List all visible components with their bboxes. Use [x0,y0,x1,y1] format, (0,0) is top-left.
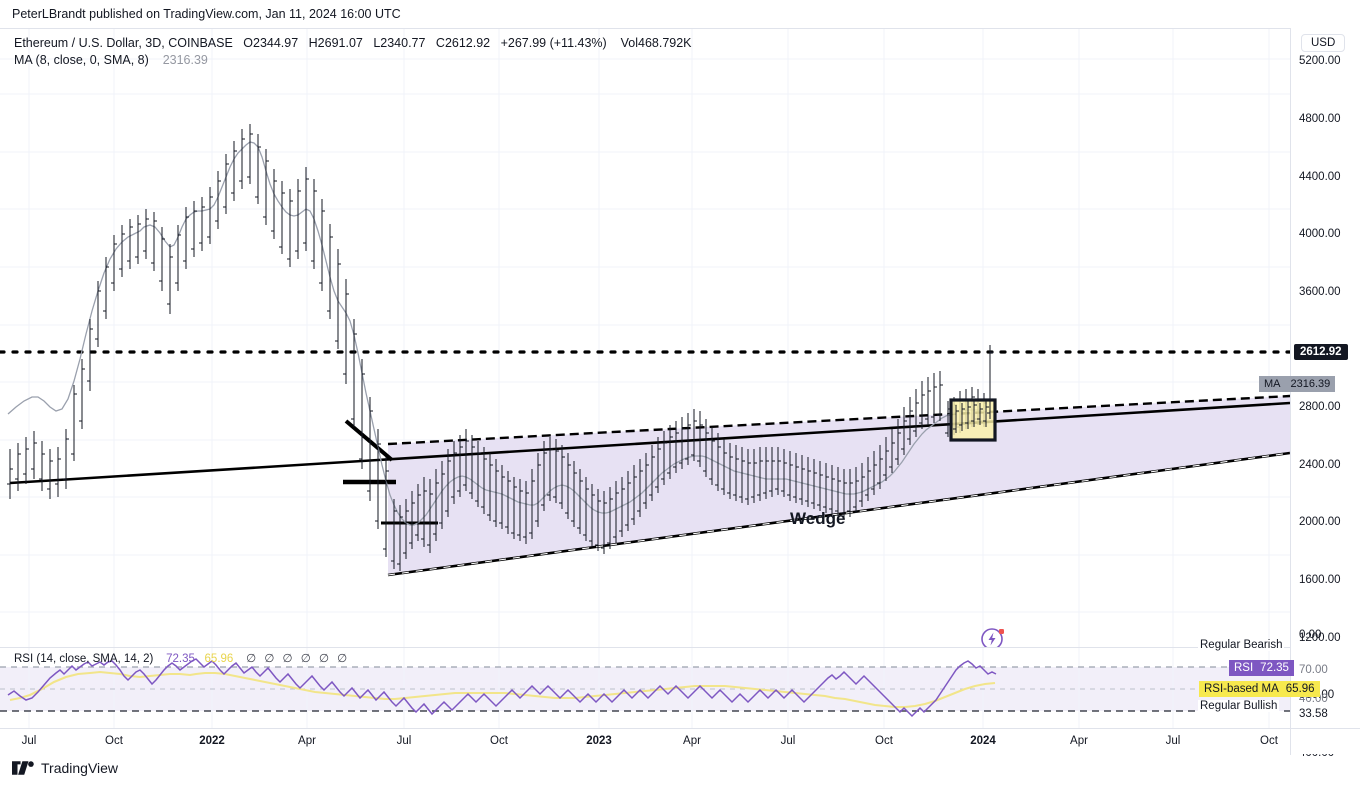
ma-badge-tag: MA [1264,378,1281,390]
rsi-ma-badge-label: RSI-based MA [1204,683,1279,695]
rsi-ma-badge-value: 65.96 [1285,683,1315,695]
vertical-gridlines [28,29,1270,647]
time-tick-9: Oct [875,735,893,747]
axis-tick-1200: 1200.00 [1299,632,1341,644]
time-axis[interactable]: Jul Oct 2022 Apr Jul Oct 2023 Apr Jul Oc… [0,728,1360,755]
rsi-ma-value-badge: RSI-based MA 65.96 [1199,681,1320,697]
rsi-value-badge: RSI 72.35 [1229,660,1294,676]
ma-price-badge: MA 2316.39 [1259,376,1336,392]
ma-badge-value: 2316.39 [1290,378,1331,390]
publisher-text: PeterLBrandt published on TradingView.co… [12,7,401,21]
axis-tick-2400: 2400.00 [1299,459,1341,471]
publisher-bar: PeterLBrandt published on TradingView.co… [0,0,1360,28]
lightning-bolt-icon[interactable] [980,625,1006,647]
rsi-badge-label: RSI [1234,662,1254,674]
price-pane[interactable]: Ethereum / U.S. Dollar, 3D, COINBASE O23… [0,29,1290,647]
price-plot [0,29,1290,647]
divergence-bullish-label: Regular Bullish [1198,700,1280,712]
rsi-ma-line [9,670,996,709]
time-tick-8: Jul [780,735,796,747]
axis-tick-2000: 2000.00 [1299,516,1341,528]
wedge-pattern [387,394,1290,577]
uptrend-line [9,401,1290,485]
time-tick-6: 2023 [586,735,612,747]
time-tick-7: Apr [683,735,701,747]
axis-tick-4800: 4800.00 [1299,113,1341,125]
wedge-annotation-label: Wedge [790,509,846,528]
wedge-upper-line [387,394,1290,446]
axis-tick-3600: 3600.00 [1299,286,1341,298]
time-tick-0: Jul [21,735,37,747]
tradingview-logo-icon [12,761,34,775]
descending-trendline [344,419,394,462]
rsi-plot [0,648,1290,730]
time-tick-5: Oct [490,735,508,747]
time-tick-11: Apr [1070,735,1088,747]
currency-chip[interactable]: USD [1301,34,1346,52]
rsi-badge-value: 72.35 [1260,662,1289,674]
divergence-bearish-label: Regular Bearish [1198,639,1285,651]
axis-tick-4400: 4400.00 [1299,171,1341,183]
axis-tick-5200: 5200.00 [1299,55,1341,67]
rsi-pane[interactable]: RSI (14, close, SMA, 14, 2) 72.35 65.96 … [0,647,1290,730]
tradingview-brand: TradingView [41,760,119,776]
time-tick-12: Jul [1165,735,1181,747]
price-axis[interactable]: USD 5200.00 4800.00 4400.00 4000.00 3600… [1199,28,1360,759]
rsi-axis-zero: 0.00 [1299,629,1322,641]
time-tick-2: 2022 [199,735,225,747]
footer: TradingView [12,760,118,776]
time-tick-13: Oct [1260,735,1278,747]
ohlc-bars-highlighted [953,345,993,433]
current-price-badge: 2612.92 [1294,344,1348,360]
time-tick-3: Apr [298,735,316,747]
time-axis-divider [1290,729,1291,755]
chart-frame: Ethereum / U.S. Dollar, 3D, COINBASE O23… [0,28,1290,730]
highlight-box [949,398,997,442]
rsi-axis-70: 70.00 [1299,664,1328,676]
time-tick-4: Jul [396,735,412,747]
rsi-axis-33: 33.58 [1299,708,1328,720]
axis-tick-4000: 4000.00 [1299,228,1341,240]
time-tick-1: Oct [105,735,123,747]
axis-tick-2800: 2800.00 [1299,401,1341,413]
time-tick-10: 2024 [970,735,996,747]
rsi-line [7,658,997,718]
axis-tick-1600: 1600.00 [1299,574,1341,586]
